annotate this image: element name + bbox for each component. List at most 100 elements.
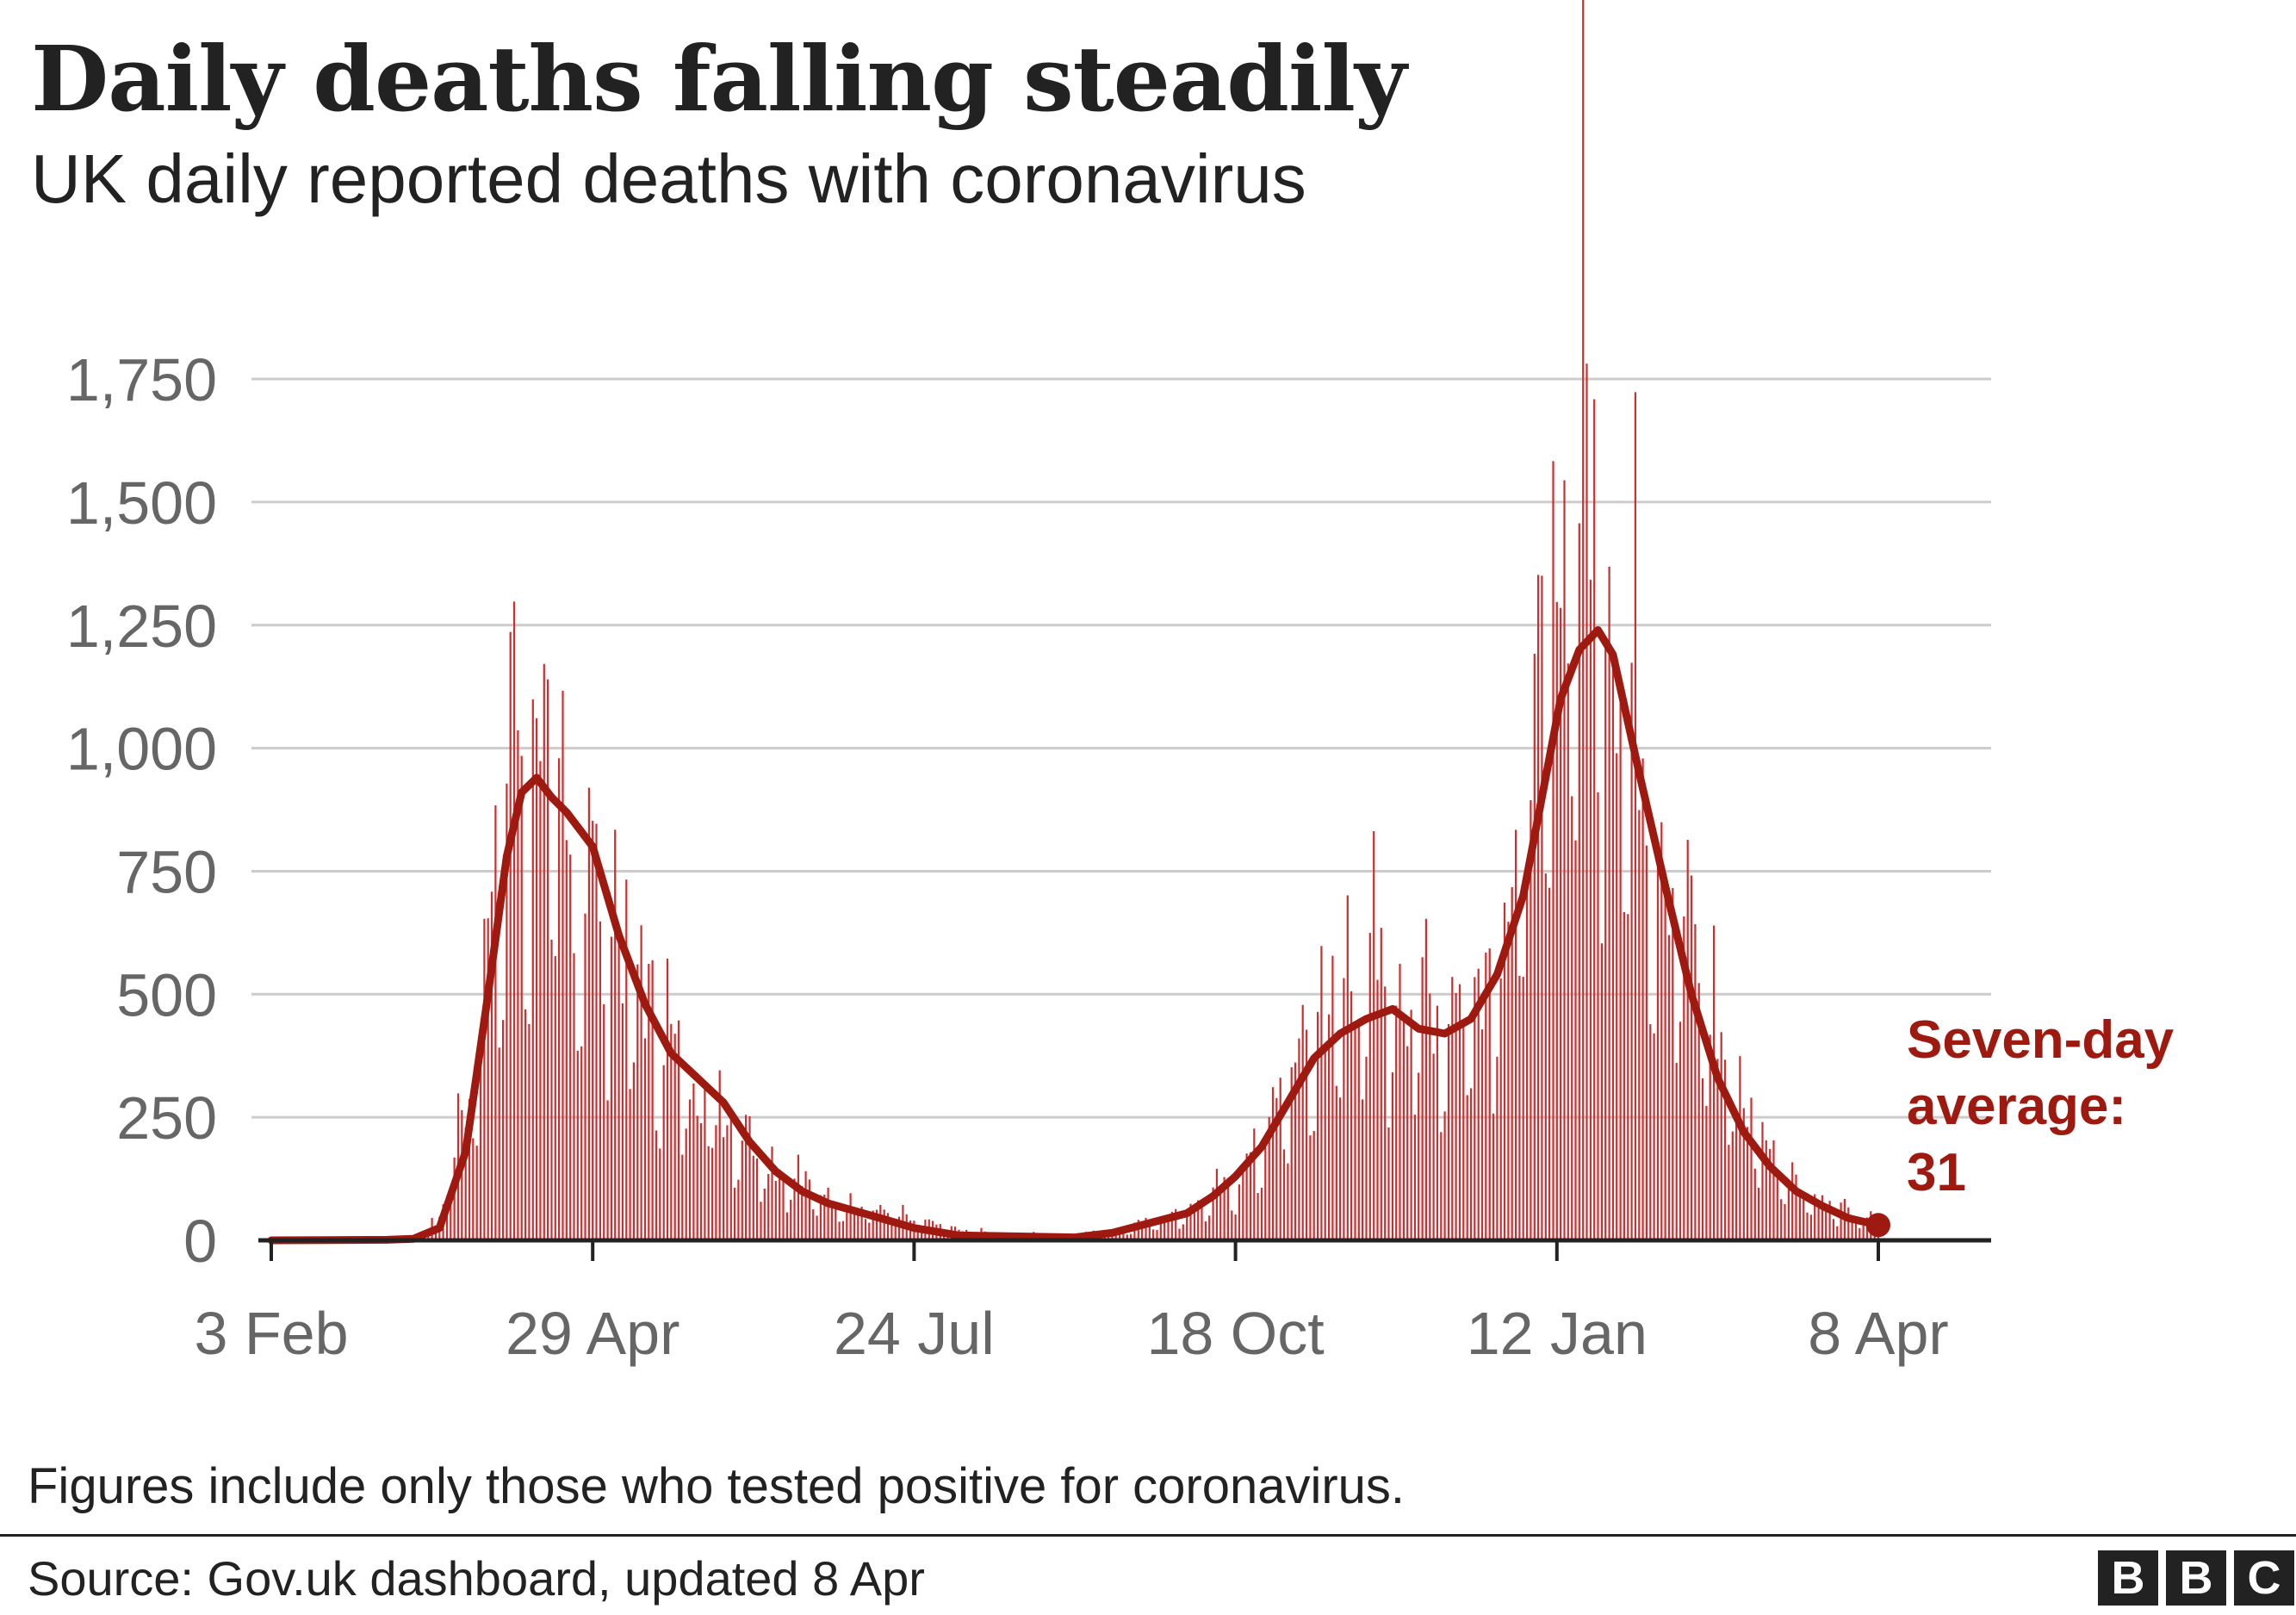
daily-bar [1533,654,1536,1240]
daily-bar [1159,1219,1162,1240]
daily-bar [1611,655,1614,1240]
daily-bar [445,1214,449,1240]
daily-bar [1825,1203,1827,1240]
daily-bar [1391,1071,1393,1240]
daily-bar [1133,1222,1136,1240]
daily-bar [1238,1184,1240,1240]
daily-bar [1186,1214,1188,1240]
daily-bar [1357,1018,1360,1240]
daily-bar [1488,948,1491,1240]
daily-bar [1410,1009,1412,1240]
deaths-chart: 0 250 500 750 1,000 1,250 1,500 1,750 3 Feb 29 A… [66,0,2175,1367]
daily-bar [1480,1029,1484,1240]
daily-bar [1418,1072,1420,1240]
daily-bar [617,942,620,1240]
daily-bar [1282,1149,1286,1240]
daily-bar [610,936,612,1240]
average-line [267,626,1883,1245]
daily-bar [771,1146,773,1240]
daily-bar [1440,1132,1443,1240]
daily-bar [1511,886,1513,1240]
daily-bar [636,964,639,1240]
daily-bar [1720,1032,1722,1240]
daily-bar [692,1084,695,1240]
y-tick-label: 750 [116,838,217,905]
daily-bar [1552,461,1554,1240]
daily-bar [1167,1220,1170,1240]
daily-bar [1178,1228,1181,1240]
daily-bar [603,1003,605,1240]
daily-bar [838,1221,841,1240]
daily-bar [707,1146,710,1240]
daily-bar [1701,1078,1704,1240]
x-tick-label: 29 Apr [506,1300,679,1367]
chart-subtitle: UK daily reported deaths with coronaviru… [31,140,1306,217]
daily-bar [1716,1059,1719,1240]
daily-bar [1840,1202,1842,1240]
daily-bar [1555,601,1558,1240]
daily-bar [1432,1053,1435,1240]
daily-bar [640,925,642,1240]
daily-bar [752,1155,754,1240]
daily-bar [1507,922,1510,1240]
daily-bar [468,1098,471,1240]
daily-bar [464,1127,467,1240]
daily-bar [1709,1034,1711,1240]
y-tick-label: 250 [116,1084,217,1152]
daily-bar [1324,1051,1326,1240]
daily-bar [1245,1153,1248,1240]
daily-bar [1634,392,1636,1240]
daily-bar [696,1115,698,1240]
daily-bar [1204,1221,1207,1240]
daily-bar [1287,1163,1289,1240]
daily-bar [1271,1087,1275,1240]
daily-bar [1298,1038,1300,1240]
daily-bar [1814,1194,1816,1240]
daily-bar [1739,1056,1741,1240]
daily-bar [1175,1208,1177,1240]
daily-bar [1530,800,1532,1240]
daily-bar [1317,1011,1319,1240]
daily-bar [461,1109,463,1240]
daily-bar [584,913,586,1240]
daily-bar [1477,968,1480,1240]
daily-bar [1362,1099,1364,1240]
daily-bar [745,1115,748,1240]
daily-bar [450,1199,452,1240]
daily-bar [1122,1228,1125,1240]
daily-bar [1257,1193,1259,1240]
daily-bar [819,1195,822,1240]
daily-bar [1821,1195,1823,1240]
daily-bar [734,1187,736,1240]
daily-bar [1608,567,1610,1240]
daily-bar [1761,1121,1764,1240]
daily-bar [1645,845,1648,1240]
daily-bar [1638,810,1641,1240]
daily-bar [1817,1200,1820,1240]
daily-bar [1443,1111,1446,1240]
daily-bar [1350,991,1353,1240]
daily-bar [1170,1211,1173,1240]
daily-bar [1597,792,1599,1240]
daily-bar [1765,1140,1767,1240]
daily-bar [1215,1168,1218,1240]
daily-bar [1809,1214,1812,1240]
daily-bar [1399,964,1401,1240]
daily-bar [1312,1131,1315,1240]
daily-bar [1474,977,1476,1240]
daily-bar [517,730,519,1240]
daily-bar [625,879,628,1240]
daily-bar [1600,943,1603,1240]
daily-bar [946,1234,949,1240]
daily-bar [1578,523,1580,1240]
x-tick-label: 12 Jan [1467,1300,1648,1367]
daily-bar [576,1050,579,1240]
x-axis [258,1238,1991,1261]
daily-bar [1784,1204,1786,1240]
daily-bar [774,1181,777,1240]
daily-bar [916,1228,919,1240]
daily-bar [737,1179,740,1240]
daily-bar [1641,758,1644,1240]
daily-bar [1268,1116,1270,1240]
daily-bar [1664,880,1666,1240]
